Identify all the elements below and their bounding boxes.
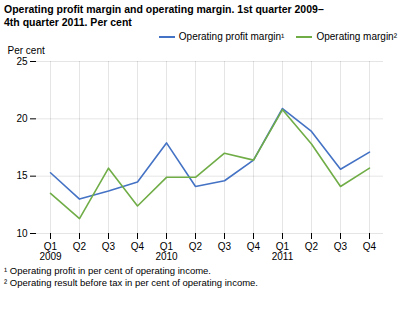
svg-text:Q3: Q3 — [334, 241, 348, 252]
svg-text:Q2: Q2 — [189, 241, 203, 252]
svg-text:25: 25 — [16, 56, 28, 67]
html-text:Operating profit margin and op: Operating profit margin and operating ma… — [4, 3, 324, 28]
svg-text:Q4: Q4 — [131, 241, 145, 252]
svg-text:Q12010: Q12010 — [155, 241, 178, 262]
svg-text:20: 20 — [16, 113, 28, 124]
svg-text:10: 10 — [16, 228, 28, 239]
html-text:¹ Operating profit in per cent: ¹ Operating profit in per cent of operat… — [4, 265, 211, 277]
svg-text:15: 15 — [16, 171, 28, 182]
svg-text:Q2: Q2 — [73, 241, 87, 252]
svg-text:Q4: Q4 — [247, 241, 261, 252]
svg-text:Q3: Q3 — [102, 241, 116, 252]
svg-text:Q12011: Q12011 — [272, 241, 294, 262]
html-text:² Operating result before tax: ² Operating result before tax in per cen… — [4, 277, 258, 289]
svg-text:Q4: Q4 — [363, 241, 377, 252]
svg-text:Q2: Q2 — [305, 241, 319, 252]
svg-text:Q12009: Q12009 — [39, 241, 62, 262]
html-text:Operating profit margin¹: Operating profit margin¹ — [178, 31, 285, 43]
html-text:Operating margin²: Operating margin² — [316, 31, 397, 43]
svg-text:Per cent: Per cent — [8, 45, 45, 56]
svg-text:Q3: Q3 — [218, 241, 232, 252]
